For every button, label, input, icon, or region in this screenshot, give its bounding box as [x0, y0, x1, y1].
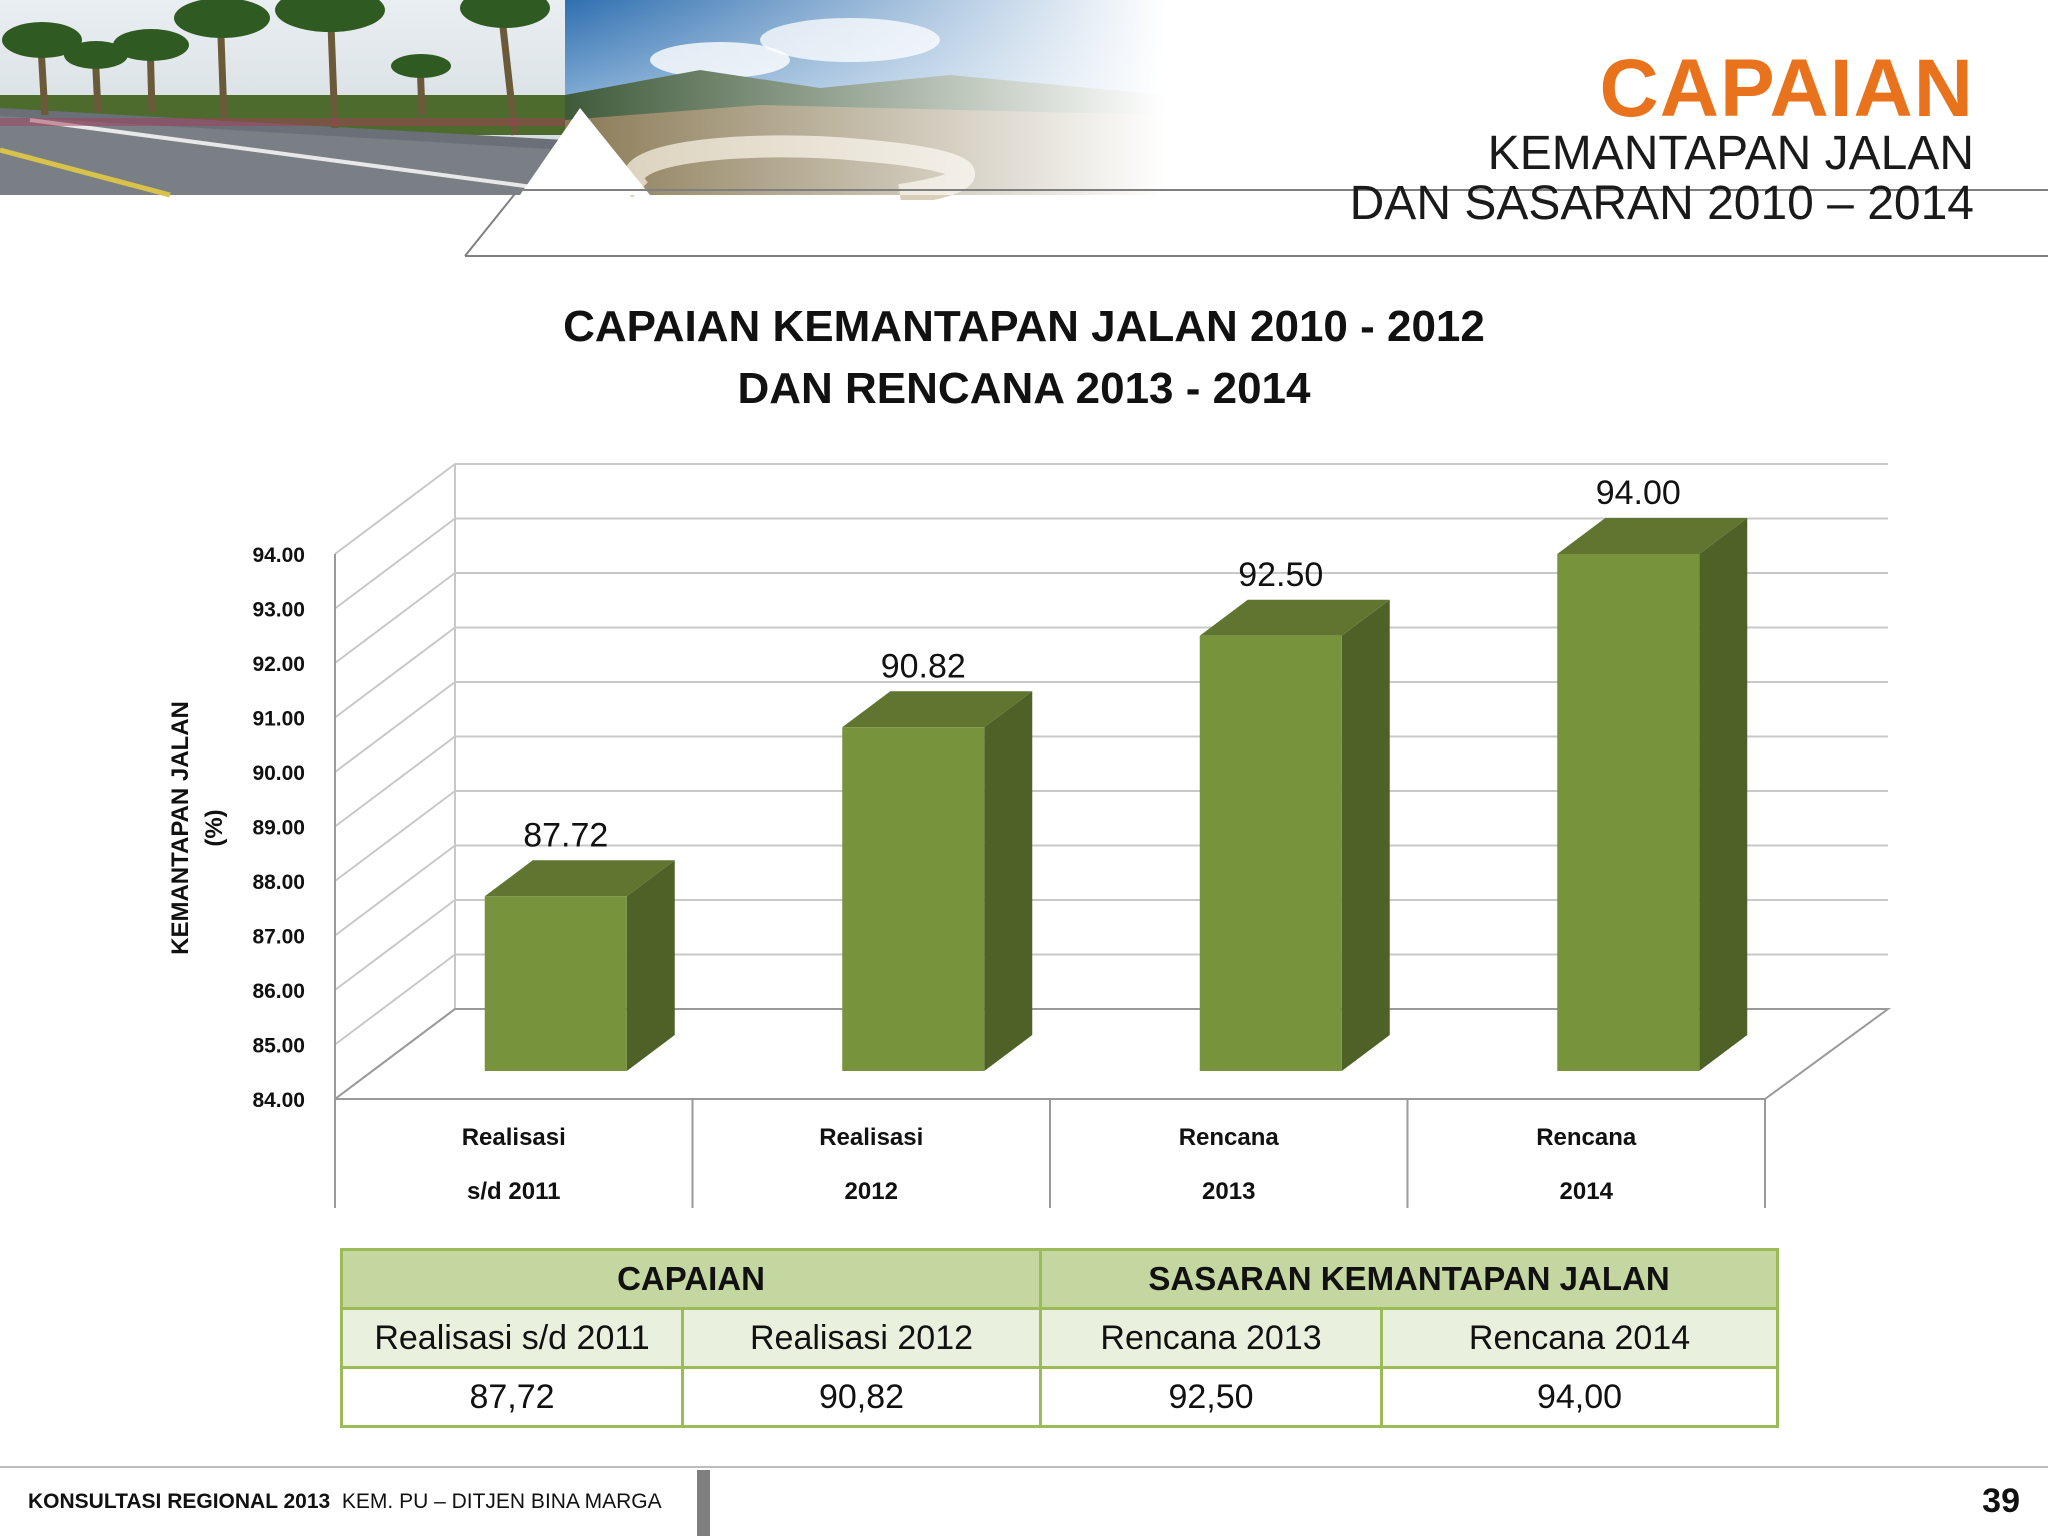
- footer-text: KONSULTASI REGIONAL 2013 KEM. PU – DITJE…: [28, 1490, 662, 1514]
- x-category-label-line2: 2013: [1202, 1178, 1255, 1205]
- gridline-side: [334, 844, 456, 937]
- y-tick-label: 85.00: [252, 1035, 305, 1058]
- header-subtitle-line2: DAN SASARAN 2010 – 2014: [1349, 177, 1974, 230]
- header-subtitle-line1: KEMANTAPAN JALAN: [1487, 127, 1974, 180]
- x-category-label-line1: Rencana: [1536, 1124, 1637, 1151]
- bar-value-label: 90.82: [881, 647, 966, 685]
- y-tick-label: 93.00: [252, 599, 305, 622]
- bar-top: [484, 860, 675, 897]
- x-category-label-line2: 2012: [845, 1178, 898, 1205]
- bar-value-label: 94.00: [1596, 474, 1681, 512]
- bar-value-label: 92.50: [1238, 556, 1323, 594]
- x-category-label-line1: Rencana: [1179, 1124, 1280, 1151]
- y-tick-label: 86.00: [252, 980, 305, 1003]
- gridline-side: [334, 517, 456, 610]
- y-axis-ticks: 84.00 85.00 86.00 87.00 88.00 89.00 90.00 91.00…: [252, 544, 305, 1112]
- gridline-side: [334, 463, 456, 555]
- gridline-side: [334, 681, 456, 773]
- x-category-label-line2: 2014: [1560, 1178, 1614, 1205]
- y-tick-label: 87.00: [252, 926, 305, 949]
- gridline-side: [334, 572, 456, 664]
- bar: 92.50: [1199, 556, 1390, 1071]
- gridline-side: [334, 735, 456, 828]
- y-axis-label-line1: KEMANTAPAN JALAN: [167, 701, 194, 955]
- bar-top: [1199, 599, 1390, 636]
- footer-organization: KEM. PU – DITJEN BINA MARGA: [341, 1490, 662, 1513]
- chart-floor: [334, 1008, 1892, 1100]
- bar-value-label: 87.72: [523, 816, 608, 854]
- y-tick-label: 91.00: [252, 708, 305, 731]
- bar-top: [842, 691, 1033, 728]
- table-cell: 90,82: [680, 1366, 1043, 1428]
- table-column-header: Realisasi s/d 2011: [340, 1307, 684, 1369]
- bar-front: [842, 727, 985, 1071]
- y-tick-label: 94.00: [252, 544, 305, 567]
- chart-title-line2: DAN RENCANA 2013 - 2014: [737, 364, 1311, 413]
- x-category-label-line1: Realisasi: [462, 1124, 566, 1151]
- bar-front: [1557, 554, 1700, 1071]
- table-column-header: Rencana 2014: [1380, 1307, 1780, 1369]
- table-column-header: Realisasi 2012: [680, 1307, 1043, 1369]
- gridline-side: [334, 626, 456, 719]
- gridline-side: [334, 899, 456, 991]
- table-cell: 87,72: [340, 1366, 684, 1428]
- y-tick-label: 89.00: [252, 817, 305, 840]
- chart-title-line1: CAPAIAN KEMANTAPAN JALAN 2010 - 2012: [563, 302, 1485, 351]
- gridline-side: [334, 790, 456, 882]
- bar-side: [984, 691, 1033, 1071]
- bar-side: [626, 860, 675, 1071]
- bar-front: [484, 896, 627, 1071]
- footer-rule: [0, 1466, 2048, 1468]
- bars: 87.72 90.82 92.50 94.00: [484, 474, 1748, 1071]
- y-tick-label: 90.00: [252, 762, 305, 785]
- table-cell: 94,00: [1380, 1366, 1780, 1428]
- header-photo: [0, 0, 1165, 200]
- table-row: 87,72 90,82 92,50 94,00: [340, 1366, 1780, 1428]
- footer-divider: [697, 1470, 710, 1536]
- bar: 90.82: [842, 647, 1033, 1071]
- y-tick-label: 92.00: [252, 653, 305, 676]
- bar-chart: 84.00 85.00 86.00 87.00 88.00 89.00 90.00 91.00…: [167, 463, 1892, 1208]
- table-cell: 92,50: [1039, 1366, 1384, 1428]
- table-group-header-sasaran: SASARAN KEMANTAPAN JALAN: [1039, 1248, 1780, 1310]
- bar-side: [1341, 599, 1390, 1071]
- summary-table: CAPAIAN SASARAN KEMANTAPAN JALAN Realisa…: [339, 1248, 1780, 1428]
- table-column-header: Rencana 2013: [1039, 1307, 1384, 1369]
- y-tick-label: 84.00: [252, 1089, 305, 1112]
- bar-side: [1699, 518, 1748, 1071]
- bar-front: [1199, 635, 1342, 1071]
- x-category-label-line1: Realisasi: [819, 1124, 923, 1151]
- table-column-header-row: Realisasi s/d 2011 Realisasi 2012 Rencan…: [340, 1307, 1780, 1369]
- table-group-header-capaian: CAPAIAN: [339, 1248, 1043, 1310]
- header-title: CAPAIAN: [1599, 43, 1974, 134]
- page-number: 39: [1982, 1482, 2020, 1520]
- bar: 87.72: [484, 816, 675, 1071]
- bar: 94.00: [1557, 474, 1748, 1071]
- x-axis-categories: Realisasi s/d 2011 Realisasi 2012 Rencana 201…: [462, 1099, 1766, 1208]
- gridline-side: [334, 953, 456, 1046]
- bar-top: [1557, 518, 1748, 554]
- header-rule: [464, 189, 2048, 257]
- y-tick-label: 88.00: [252, 871, 305, 894]
- y-axis-label-line2: (%): [201, 809, 228, 846]
- footer-event: KONSULTASI REGIONAL 2013: [28, 1490, 331, 1513]
- table-group-header-row: CAPAIAN SASARAN KEMANTAPAN JALAN: [339, 1248, 1780, 1310]
- x-category-label-line2: s/d 2011: [467, 1178, 560, 1205]
